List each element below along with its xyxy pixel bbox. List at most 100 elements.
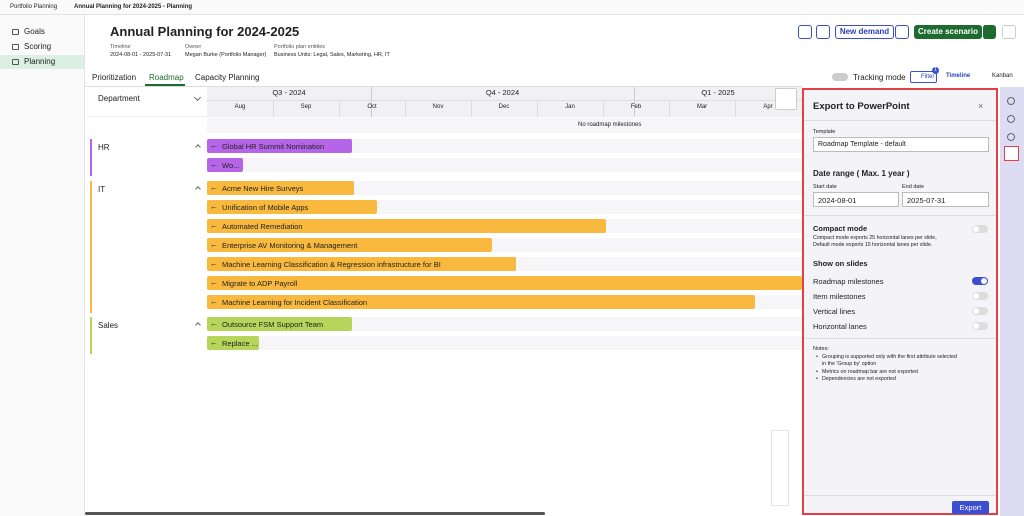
zoom-controls[interactable] <box>771 430 789 506</box>
note: Grouping is supported only with the firs… <box>822 354 957 367</box>
divider <box>804 495 996 496</box>
field-label: End date <box>902 184 925 190</box>
bar-arrow: ← <box>210 221 218 230</box>
tab[interactable]: Capacity Planning <box>195 73 260 82</box>
note: Metrics on roadmap bar are not exported <box>822 369 918 375</box>
roadmap-bar[interactable]: ← Migrate to ADP Payroll <box>207 276 802 290</box>
switch-knob <box>973 308 979 314</box>
more-btn[interactable] <box>1002 25 1016 39</box>
rail-icon[interactable] <box>1007 115 1015 123</box>
nav-icon <box>12 44 19 50</box>
month-label: Jan <box>565 104 575 110</box>
meta-value: 2024-08-01 - 2025-07-31 <box>110 52 172 58</box>
tabs-border <box>85 86 802 87</box>
dropdown-btn[interactable] <box>895 25 909 39</box>
rail-icon-active[interactable] <box>1004 146 1019 161</box>
switch[interactable] <box>972 307 988 315</box>
meta-label: Owner <box>185 44 202 50</box>
rail-icon[interactable] <box>1007 133 1015 141</box>
bar-label: Enterprise AV Monitoring & Management <box>222 241 358 250</box>
bar-arrow: ← <box>210 338 218 347</box>
new-demand-btn[interactable]: New demand <box>835 25 894 39</box>
filter-btn[interactable]: Filter <box>910 71 937 83</box>
template-select[interactable]: Roadmap Template - default <box>813 137 989 152</box>
switch[interactable] <box>972 292 988 300</box>
month-label: Nov <box>432 104 444 110</box>
export-btn[interactable]: Export <box>952 501 989 514</box>
roadmap-bar[interactable]: ← Machine Learning Classification & Regre… <box>207 257 516 271</box>
nav-selected <box>0 55 84 69</box>
switch[interactable] <box>972 322 988 330</box>
meta-value: Megan Burke (Portfolio Manager) <box>185 52 267 58</box>
dept-header <box>88 87 207 117</box>
milestone-lane <box>207 118 802 133</box>
kanban-btn[interactable]: Kanban <box>992 73 1013 79</box>
section-title: Show on slides <box>813 259 868 268</box>
rail-icon[interactable] <box>1007 97 1015 105</box>
month-label: Mar <box>696 104 708 110</box>
toggle[interactable] <box>832 73 848 81</box>
roadmap-bar[interactable]: ← Automated Remediation <box>207 219 606 233</box>
lane <box>207 158 802 172</box>
bar-label: Acme New Hire Surveys <box>222 184 304 193</box>
lane <box>207 139 802 153</box>
bar-arrow: ← <box>210 278 218 287</box>
group-name: HR <box>98 143 110 152</box>
sidebar <box>0 15 85 516</box>
tracking-label: Tracking mode <box>853 73 906 82</box>
switch-knob <box>981 278 987 284</box>
select-text: Roadmap Template - default <box>818 141 906 148</box>
tab[interactable]: Prioritization <box>92 73 137 82</box>
month-line <box>273 101 274 117</box>
roadmap-bar[interactable]: ← Replace ... <box>207 336 259 350</box>
date-input[interactable]: 2024-08-01 <box>813 192 899 207</box>
nav-item[interactable]: Scoring <box>24 42 52 51</box>
roadmap-bar[interactable]: ← Acme New Hire Surveys <box>207 181 354 195</box>
month-label: Aug <box>234 104 246 110</box>
section-title: Date range ( Max. 1 year ) <box>813 169 910 178</box>
filter-text: Filter <box>921 74 935 80</box>
group-collapse[interactable] <box>195 322 201 328</box>
date-input[interactable]: 2025-07-31 <box>902 192 989 207</box>
breadcrumb[interactable]: Portfolio Planning <box>10 4 58 10</box>
comment-btn[interactable] <box>798 25 812 39</box>
close-btn[interactable]: × <box>978 101 984 111</box>
create-scenario-btn[interactable]: Create scenario <box>914 25 982 39</box>
note: Dependencies are not exported <box>822 376 896 382</box>
roadmap-bar[interactable]: ← Enterprise AV Monitoring & Management <box>207 238 492 252</box>
tab[interactable]: Roadmap <box>149 73 184 82</box>
create-dropdown[interactable] <box>982 25 996 39</box>
roadmap-bar[interactable]: ← Outsource FSM Support Team <box>207 317 352 331</box>
bar-arrow: ← <box>210 297 218 306</box>
roadmap-bar[interactable]: ← Global HR Summit Nomination <box>207 139 352 153</box>
tab-underline <box>145 84 185 86</box>
toggle-label: Horizontal lanes <box>813 322 867 331</box>
no-milestones: No roadmap milestones <box>578 122 642 128</box>
view-btn[interactable] <box>775 88 797 110</box>
bar-arrow: ← <box>210 141 218 150</box>
nav-icon <box>12 59 19 65</box>
section-title: Compact mode <box>813 224 868 233</box>
divider <box>804 215 996 216</box>
group-collapse[interactable] <box>195 144 201 150</box>
bar-label: Replace ... <box>222 339 258 348</box>
nav-item[interactable]: Goals <box>24 27 45 36</box>
group-name: Sales <box>98 321 119 330</box>
page-title: Annual Planning for 2024-2025 <box>110 24 300 39</box>
timeline-btn[interactable]: Timeline <box>946 73 971 79</box>
share-btn[interactable] <box>816 25 830 39</box>
bar-label: Machine Learning for Incident Classifica… <box>222 298 368 307</box>
roadmap-bar[interactable]: ← Machine Learning for Incident Classific… <box>207 295 755 309</box>
roadmap-bar[interactable]: ← Wo... <box>207 158 243 172</box>
switch[interactable] <box>972 277 988 285</box>
group-line <box>90 139 92 176</box>
note-bullet: • <box>816 354 818 360</box>
group-collapse[interactable] <box>195 186 201 192</box>
timeline-header <box>207 87 802 117</box>
bar-label: Automated Remediation <box>222 222 303 231</box>
switch[interactable] <box>972 225 988 233</box>
notes-title: Notes: <box>813 346 829 352</box>
nav-item[interactable]: Planning <box>24 57 56 66</box>
month-line <box>405 101 406 117</box>
roadmap-bar[interactable]: ← Unification of Mobile Apps <box>207 200 377 214</box>
